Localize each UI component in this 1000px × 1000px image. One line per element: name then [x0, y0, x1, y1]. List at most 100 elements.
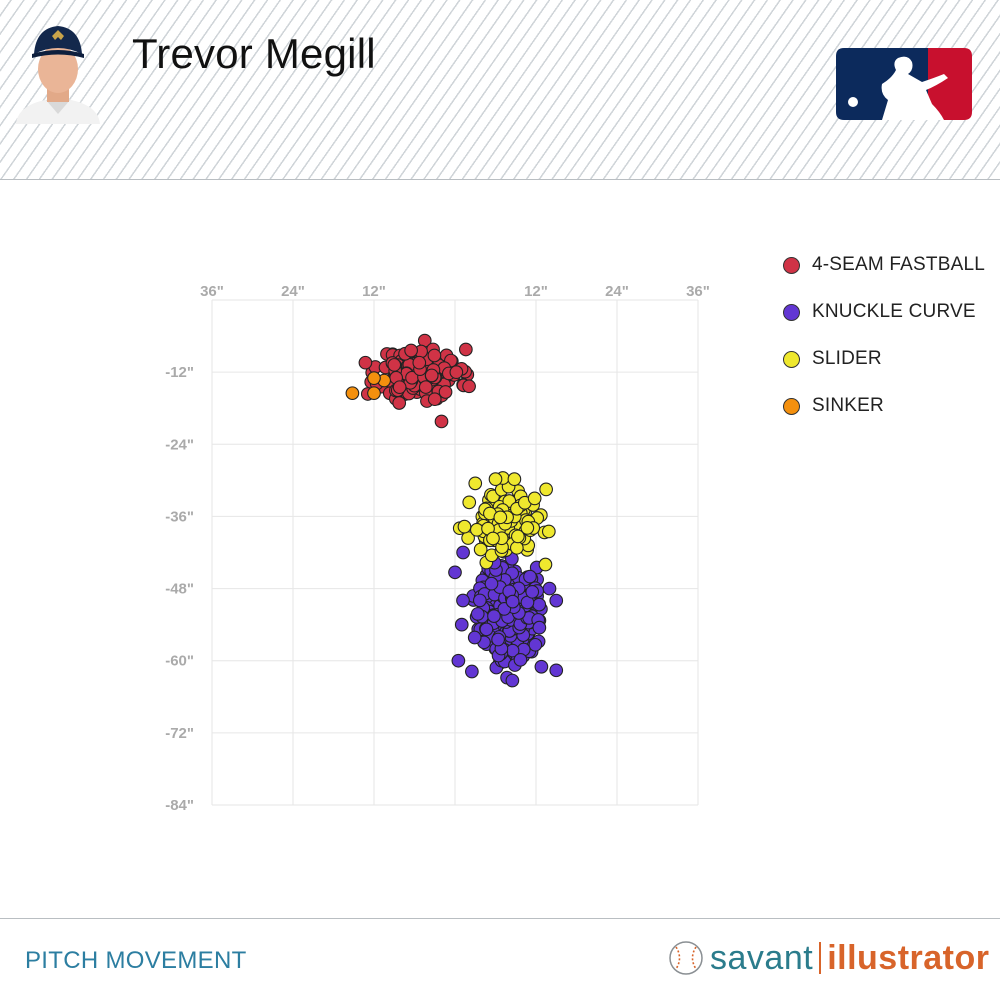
- legend-swatch-knuckle-curve: [783, 304, 800, 321]
- y-tick-label: -48": [165, 581, 194, 598]
- pitch-point-4-seam-fastball: [418, 380, 433, 394]
- pitch-movement-chart: 36" 24" 12" 12" 24" 36" -12" -24" -36" -48" -60" -7…: [165, 283, 710, 814]
- baseball-icon: [669, 941, 703, 975]
- legend-swatch-slider: [783, 351, 800, 368]
- mlb-logo: [836, 48, 972, 120]
- chart-legend: 4-SEAM FASTBALL KNUCKLE CURVE SLIDER SIN…: [783, 254, 998, 442]
- x-tick-label: 12": [524, 283, 548, 300]
- chart-grid: [211, 299, 699, 806]
- pitch-point-knuckle-curve: [467, 630, 482, 645]
- chart-points: [345, 333, 564, 688]
- pitch-point-knuckle-curve: [505, 594, 520, 609]
- pitch-point-knuckle-curve: [528, 637, 543, 652]
- pitch-point-knuckle-curve: [513, 652, 528, 667]
- pitch-point-knuckle-curve: [523, 569, 537, 584]
- pitch-point-slider: [539, 482, 553, 497]
- pitch-point-4-seam-fastball: [427, 348, 442, 363]
- pitch-point-knuckle-curve: [491, 632, 505, 647]
- pitch-point-slider: [469, 522, 484, 537]
- header-banner: Trevor Megill: [0, 0, 1000, 180]
- pitch-point-knuckle-curve: [456, 545, 470, 560]
- y-tick-label: -36": [165, 508, 194, 525]
- pitch-point-knuckle-curve: [484, 576, 499, 591]
- legend-item-slider: SLIDER: [783, 348, 998, 395]
- pitch-point-4-seam-fastball: [358, 355, 373, 370]
- pitch-point-4-seam-fastball: [459, 342, 473, 357]
- brand-illustrator-text: illustrator: [827, 938, 990, 977]
- pitch-point-knuckle-curve: [505, 673, 520, 688]
- pitch-point-4-seam-fastball: [424, 368, 439, 383]
- pitch-point-slider: [520, 521, 535, 535]
- footer-divider: [0, 918, 1000, 919]
- pitch-point-knuckle-curve: [472, 593, 487, 608]
- legend-item-knuckle-curve: KNUCKLE CURVE: [783, 301, 998, 348]
- pitch-point-knuckle-curve: [454, 617, 469, 632]
- legend-label-knuckle-curve: KNUCKLE CURVE: [812, 301, 976, 322]
- pitch-point-slider: [486, 531, 500, 546]
- legend-label-slider: SLIDER: [812, 348, 882, 369]
- pitch-point-knuckle-curve: [534, 659, 549, 674]
- x-tick-label: 24": [605, 283, 629, 300]
- y-tick-label: -12": [165, 364, 194, 381]
- pitch-point-4-seam-fastball: [427, 392, 442, 407]
- pitch-point-knuckle-curve: [549, 663, 564, 678]
- pitch-point-slider: [527, 491, 542, 506]
- x-tick-label: 12": [362, 283, 386, 300]
- pitch-point-knuckle-curve: [532, 620, 547, 635]
- pitch-point-slider: [457, 519, 472, 534]
- legend-swatch-sinker: [783, 398, 800, 415]
- x-tick-label: 24": [281, 283, 305, 300]
- pitch-point-4-seam-fastball: [404, 343, 418, 358]
- pitch-point-4-seam-fastball: [462, 379, 476, 394]
- x-tick-label: 36": [686, 283, 710, 300]
- pitch-point-knuckle-curve: [525, 584, 540, 599]
- chart-footer-title: PITCH MOVEMENT: [25, 947, 247, 974]
- legend-item-sinker: SINKER: [783, 395, 998, 442]
- x-tick-label: 36": [200, 283, 224, 300]
- pitch-point-slider: [488, 472, 503, 487]
- pitch-point-slider: [538, 557, 553, 572]
- pitch-point-knuckle-curve: [479, 622, 494, 637]
- pitch-point-sinker: [345, 386, 360, 401]
- pitch-point-4-seam-fastball: [392, 380, 407, 395]
- pitch-point-4-seam-fastball: [434, 414, 449, 429]
- legend-item-four-seam: 4-SEAM FASTBALL: [783, 254, 998, 301]
- pitch-point-sinker: [367, 371, 381, 386]
- pitch-point-knuckle-curve: [532, 597, 547, 612]
- y-tick-label: -24": [165, 436, 194, 453]
- chart-axis-ticks: 36" 24" 12" 12" 24" 36" -12" -24" -36" -48" -60" -7…: [165, 283, 710, 814]
- y-tick-label: -72": [165, 725, 194, 742]
- legend-label-four-seam: 4-SEAM FASTBALL: [812, 254, 986, 275]
- brand-savant-text: savant: [710, 938, 814, 977]
- pitch-point-slider: [473, 542, 488, 557]
- legend-swatch-four-seam: [783, 257, 800, 274]
- y-tick-label: -84": [165, 797, 194, 814]
- player-headshot: [8, 14, 108, 124]
- pitch-point-knuckle-curve: [470, 607, 485, 621]
- pitch-point-knuckle-curve: [487, 609, 501, 623]
- pitch-point-slider: [493, 510, 508, 525]
- savant-illustrator-brand: savant illustrator: [668, 936, 990, 980]
- pitch-point-knuckle-curve: [448, 565, 462, 580]
- pitch-point-slider: [511, 529, 525, 544]
- pitch-point-knuckle-curve: [451, 653, 466, 668]
- pitch-point-4-seam-fastball: [412, 355, 427, 370]
- pitch-point-slider: [507, 472, 522, 487]
- pitch-point-slider: [468, 476, 483, 491]
- pitch-point-slider: [541, 524, 556, 539]
- pitch-point-slider: [462, 495, 477, 510]
- brand-separator: [819, 942, 822, 974]
- pitch-point-slider: [509, 540, 524, 555]
- pitch-point-4-seam-fastball: [392, 396, 407, 410]
- pitch-point-4-seam-fastball: [449, 365, 464, 379]
- pitch-point-knuckle-curve: [542, 581, 557, 596]
- y-tick-label: -60": [165, 653, 194, 670]
- pitch-point-knuckle-curve: [465, 664, 479, 679]
- pitch-point-knuckle-curve: [456, 593, 470, 608]
- legend-label-sinker: SINKER: [812, 395, 884, 416]
- pitch-point-4-seam-fastball: [387, 358, 402, 372]
- pitch-point-sinker: [367, 386, 381, 401]
- pitch-point-4-seam-fastball: [438, 385, 453, 399]
- player-name: Trevor Megill: [132, 30, 376, 77]
- pitch-point-knuckle-curve: [549, 593, 564, 608]
